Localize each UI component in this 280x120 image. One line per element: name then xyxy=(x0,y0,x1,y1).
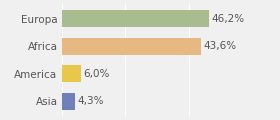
Text: 4,3%: 4,3% xyxy=(78,96,104,106)
Bar xyxy=(62,93,75,110)
Text: 6,0%: 6,0% xyxy=(83,69,110,79)
Text: 46,2%: 46,2% xyxy=(211,14,244,24)
Bar xyxy=(62,38,200,55)
Bar xyxy=(62,65,81,82)
Text: 43,6%: 43,6% xyxy=(203,41,236,51)
Bar xyxy=(62,10,209,27)
